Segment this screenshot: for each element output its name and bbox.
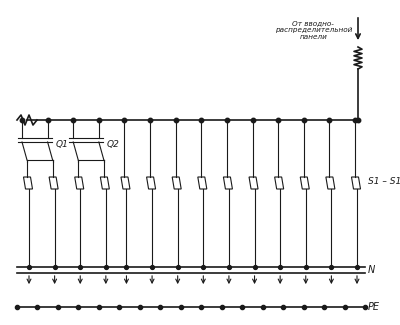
Text: N: N xyxy=(368,265,375,275)
Text: От вводно-
распределительной
панели: От вводно- распределительной панели xyxy=(275,20,352,40)
Text: Q2: Q2 xyxy=(107,140,120,150)
Text: Q1: Q1 xyxy=(56,140,68,150)
Text: S1 – S14: S1 – S14 xyxy=(368,176,400,186)
Text: PE: PE xyxy=(368,302,380,312)
